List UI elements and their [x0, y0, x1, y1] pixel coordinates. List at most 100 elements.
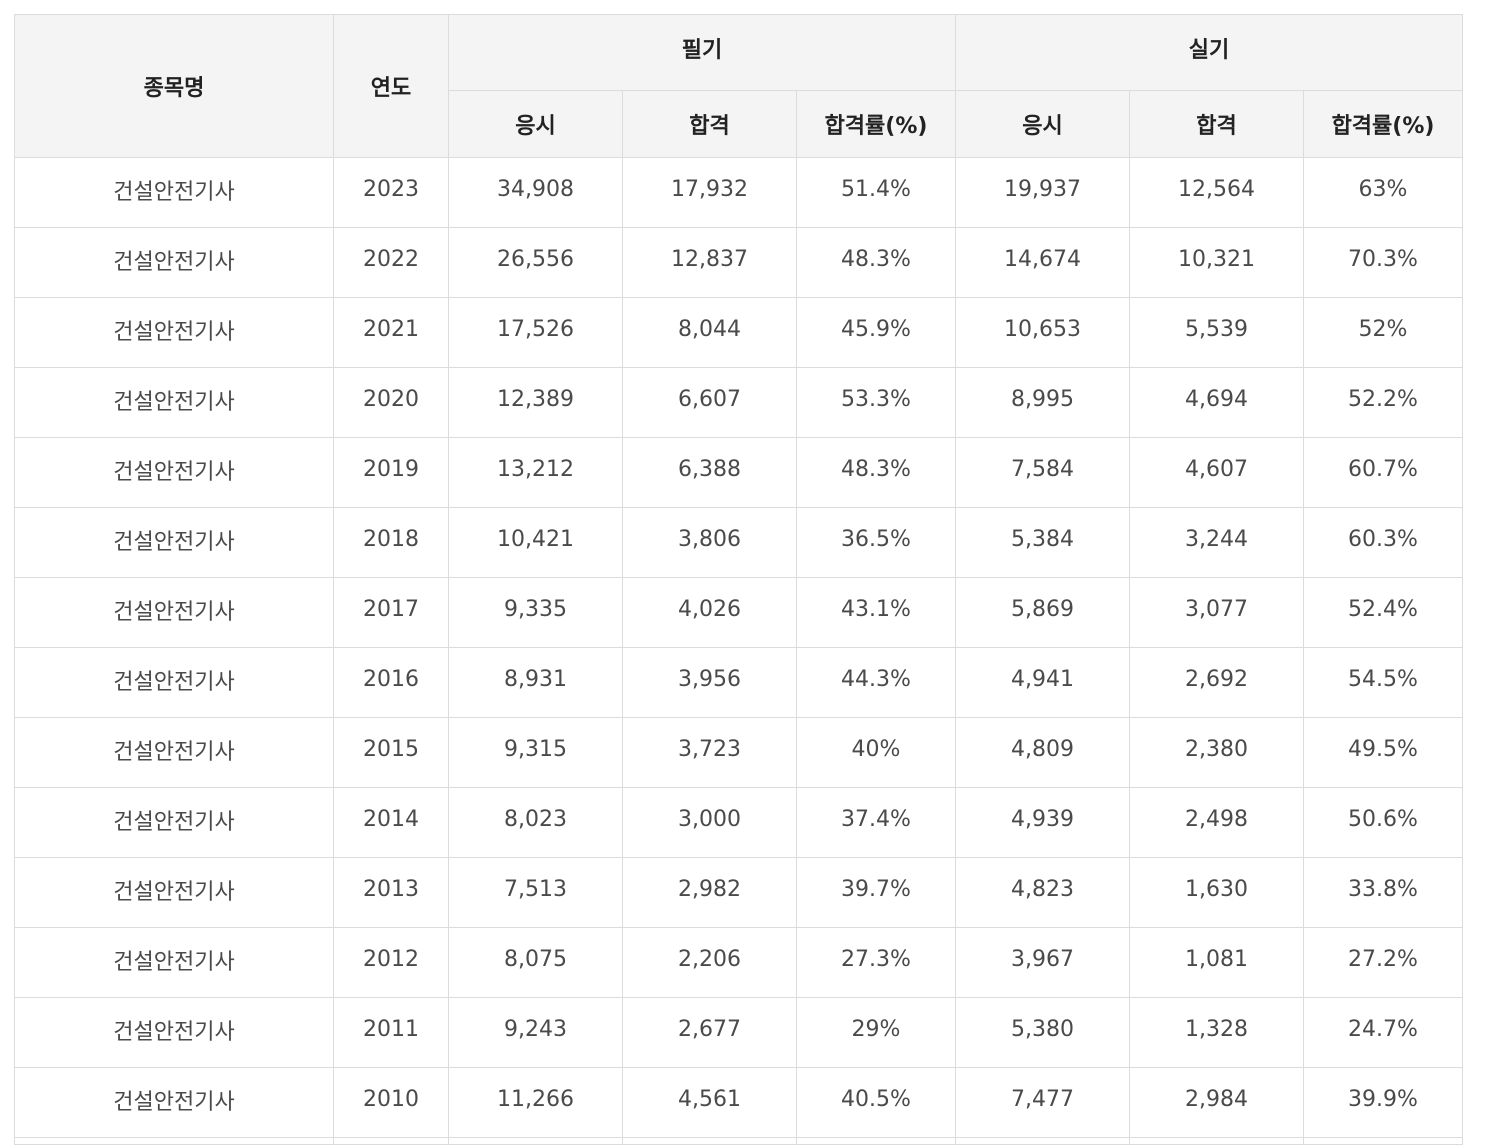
cell-written-pass: 3,806	[622, 507, 797, 578]
cell-practical-pass: 1,328	[1129, 997, 1304, 1068]
cell-written-rate: 27.3%	[796, 927, 956, 998]
cell-written-pass: 2,677	[622, 997, 797, 1068]
cell-year: 2014	[333, 787, 449, 858]
table-body: 건설안전기사 2023 34,908 17,932 51.4% 19,937 12,564 6…	[14, 157, 1463, 1145]
cell-written-rate: 44.3%	[796, 647, 956, 718]
header-row-top: 종목명 연도 필기 실기	[14, 14, 1463, 158]
cell-written-rate: 43.1%	[796, 577, 956, 648]
cell-item-name: 건설안전기사	[14, 717, 334, 788]
cell-practical-apply: 5,380	[955, 997, 1130, 1068]
cell-year: 2010	[333, 1067, 449, 1138]
table-row: 건설안전기사 2020 12,389 6,607 53.3% 8,995 4,694 52.2…	[14, 367, 1463, 438]
cell-written-pass: 3,000	[622, 787, 797, 858]
cell-practical-rate: 52.4%	[1303, 577, 1463, 648]
cell-practical-apply: 7,584	[955, 437, 1130, 508]
cell-practical-apply: 14,674	[955, 227, 1130, 298]
cell-written-rate: 45.9%	[796, 297, 956, 368]
cell-written-rate: 36.5%	[796, 507, 956, 578]
header-written-pass: 합격	[622, 90, 797, 158]
cell-written-apply: 9,315	[448, 717, 623, 788]
table-row: 건설안전기사 2019 13,212 6,388 48.3% 7,584 4,607 60.7…	[14, 437, 1463, 508]
header-written-rate: 합격률(%)	[796, 90, 956, 158]
cutoff-cell	[14, 1137, 334, 1145]
cell-practical-rate: 60.3%	[1303, 507, 1463, 578]
cell-written-pass: 2,206	[622, 927, 797, 998]
cutoff-cell	[333, 1137, 449, 1145]
cell-written-apply: 13,212	[448, 437, 623, 508]
header-practical-rate: 합격률(%)	[1303, 90, 1463, 158]
cell-written-pass: 4,026	[622, 577, 797, 648]
cell-written-pass: 8,044	[622, 297, 797, 368]
cell-written-pass: 2,982	[622, 857, 797, 928]
header-practical-pass: 합격	[1129, 90, 1304, 158]
cell-practical-pass: 1,630	[1129, 857, 1304, 928]
table-row: 건설안전기사 2021 17,526 8,044 45.9% 10,653 5,539 52%	[14, 297, 1463, 368]
cell-year: 2018	[333, 507, 449, 578]
cell-practical-apply: 4,809	[955, 717, 1130, 788]
cell-item-name: 건설안전기사	[14, 927, 334, 998]
cell-year: 2011	[333, 997, 449, 1068]
cell-written-apply: 11,266	[448, 1067, 623, 1138]
table-row: 건설안전기사 2015 9,315 3,723 40% 4,809 2,380 49.5%	[14, 717, 1463, 788]
header-written-apply: 응시	[448, 90, 623, 158]
table-row: 건설안전기사 2014 8,023 3,000 37.4% 4,939 2,498 50.6%	[14, 787, 1463, 858]
cell-practical-pass: 2,984	[1129, 1067, 1304, 1138]
cell-written-rate: 48.3%	[796, 437, 956, 508]
cell-item-name: 건설안전기사	[14, 297, 334, 368]
cell-year: 2016	[333, 647, 449, 718]
cell-written-rate: 40.5%	[796, 1067, 956, 1138]
cell-written-apply: 9,243	[448, 997, 623, 1068]
table-row: 건설안전기사 2011 9,243 2,677 29% 5,380 1,328 24.7%	[14, 997, 1463, 1068]
header-group-written: 필기	[448, 14, 956, 91]
cell-practical-rate: 52%	[1303, 297, 1463, 368]
cell-practical-pass: 1,081	[1129, 927, 1304, 998]
table-header: 종목명 연도 필기 실기 응시 합격 합격률(%) 응시 합격 합격률(%)	[14, 14, 1463, 158]
cell-practical-pass: 3,077	[1129, 577, 1304, 648]
cell-practical-rate: 39.9%	[1303, 1067, 1463, 1138]
cutoff-cell	[1303, 1137, 1463, 1145]
cutoff-cell	[1129, 1137, 1304, 1145]
cell-practical-pass: 5,539	[1129, 297, 1304, 368]
table-row: 건설안전기사 2022 26,556 12,837 48.3% 14,674 10,321 7…	[14, 227, 1463, 298]
cell-written-apply: 26,556	[448, 227, 623, 298]
cell-year: 2012	[333, 927, 449, 998]
cell-item-name: 건설안전기사	[14, 997, 334, 1068]
cell-item-name: 건설안전기사	[14, 857, 334, 928]
cutoff-cell	[448, 1137, 623, 1145]
cell-practical-pass: 2,692	[1129, 647, 1304, 718]
cell-written-rate: 53.3%	[796, 367, 956, 438]
cell-practical-pass: 4,607	[1129, 437, 1304, 508]
pass-rate-table-container: 종목명 연도 필기 실기 응시 합격 합격률(%) 응시 합격 합격률(%) 건…	[14, 14, 1463, 1145]
cutoff-cell	[796, 1137, 956, 1145]
header-row-sub: 응시 합격 합격률(%) 응시 합격 합격률(%)	[15, 90, 1463, 158]
cell-year: 2023	[333, 157, 449, 228]
cell-written-apply: 8,931	[448, 647, 623, 718]
cell-practical-rate: 70.3%	[1303, 227, 1463, 298]
table-row: 건설안전기사 2012 8,075 2,206 27.3% 3,967 1,081 27.2%	[14, 927, 1463, 998]
cell-practical-pass: 2,498	[1129, 787, 1304, 858]
cell-practical-apply: 3,967	[955, 927, 1130, 998]
cell-item-name: 건설안전기사	[14, 577, 334, 648]
cell-written-apply: 8,075	[448, 927, 623, 998]
cell-written-apply: 17,526	[448, 297, 623, 368]
cell-practical-apply: 4,941	[955, 647, 1130, 718]
pass-rate-table: 종목명 연도 필기 실기 응시 합격 합격률(%) 응시 합격 합격률(%) 건…	[14, 14, 1463, 1145]
cell-written-rate: 51.4%	[796, 157, 956, 228]
cell-practical-rate: 60.7%	[1303, 437, 1463, 508]
cell-written-rate: 39.7%	[796, 857, 956, 928]
header-group-practical: 실기	[955, 14, 1463, 91]
cell-item-name: 건설안전기사	[14, 507, 334, 578]
cell-written-apply: 34,908	[448, 157, 623, 228]
cell-written-apply: 8,023	[448, 787, 623, 858]
cell-practical-rate: 50.6%	[1303, 787, 1463, 858]
cell-year: 2020	[333, 367, 449, 438]
cell-written-rate: 37.4%	[796, 787, 956, 858]
cell-item-name: 건설안전기사	[14, 1067, 334, 1138]
cell-practical-rate: 49.5%	[1303, 717, 1463, 788]
cell-written-apply: 9,335	[448, 577, 623, 648]
cell-practical-rate: 54.5%	[1303, 647, 1463, 718]
header-item-name: 종목명	[14, 14, 334, 158]
cell-written-pass: 12,837	[622, 227, 797, 298]
cell-year: 2019	[333, 437, 449, 508]
cell-practical-apply: 5,384	[955, 507, 1130, 578]
